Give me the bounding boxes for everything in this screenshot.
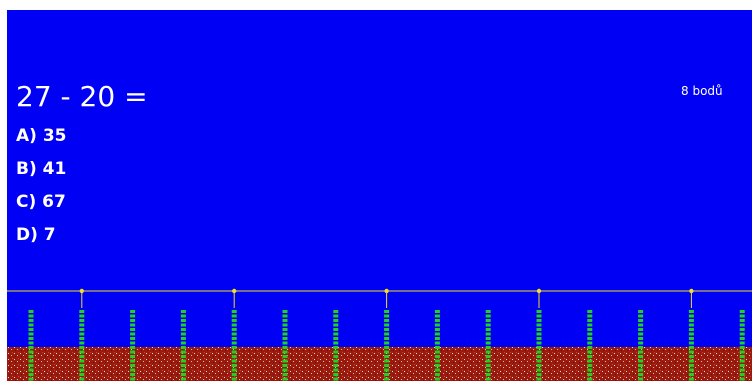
post-dot bbox=[689, 289, 693, 293]
scene bbox=[7, 10, 752, 381]
page: 27 - 20 = A) 35 B) 41 C) 67 D) 7 8 bodů … bbox=[0, 0, 752, 381]
post-dot bbox=[80, 289, 84, 293]
post-dot bbox=[384, 289, 388, 293]
answer[interactable]: C) 67 bbox=[16, 192, 66, 212]
post-dot bbox=[232, 289, 236, 293]
question: 27 - 20 = bbox=[16, 80, 148, 113]
answer[interactable]: B) 41 bbox=[16, 159, 66, 179]
post-dot bbox=[537, 289, 541, 293]
answer[interactable]: D) 7 bbox=[16, 225, 56, 245]
answer[interactable]: A) 35 bbox=[16, 126, 67, 146]
game-area: 27 - 20 = A) 35 B) 41 C) 67 D) 7 8 bodů bbox=[7, 10, 752, 381]
score: 8 bodů bbox=[681, 84, 723, 98]
